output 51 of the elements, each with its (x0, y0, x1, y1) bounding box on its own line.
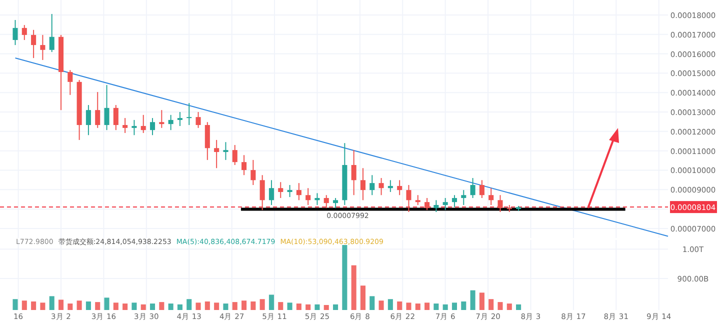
candlestick (49, 13, 54, 53)
candlestick (113, 104, 118, 131)
candlestick (186, 102, 192, 126)
candlestick (351, 150, 356, 196)
candlestick (306, 188, 311, 206)
candlestick (314, 192, 320, 206)
candlestick (434, 200, 439, 212)
candlestick (104, 84, 110, 131)
candlestick (22, 24, 27, 40)
candlestick (168, 114, 174, 131)
candlestick (452, 194, 457, 208)
candlestick (242, 154, 247, 176)
candlestick (214, 139, 220, 169)
candlestick (204, 122, 210, 160)
candlestick (360, 168, 366, 201)
candlestick (268, 180, 274, 206)
candlestick (140, 114, 146, 134)
candlestick (68, 70, 73, 96)
candlestick (461, 190, 466, 206)
candlestick (479, 180, 484, 199)
candlestick (397, 180, 402, 196)
candlestick (333, 198, 338, 209)
candlestick (498, 194, 503, 212)
candlestick (86, 104, 91, 136)
candlestick (122, 118, 128, 134)
candlestick (177, 112, 182, 126)
candlestick (442, 198, 448, 211)
candlestick (370, 174, 375, 196)
candlestick (196, 112, 201, 128)
candlestick (296, 182, 302, 201)
candlestick (31, 29, 36, 59)
candlestick (40, 34, 46, 60)
candlestick (260, 174, 265, 211)
candlestick (95, 92, 100, 128)
candlestick (378, 178, 384, 196)
candlestick (132, 119, 137, 136)
candlestick (159, 110, 164, 128)
candlestick (250, 159, 256, 186)
candlestick (488, 188, 494, 206)
candlestick (287, 184, 292, 198)
candlestick (388, 180, 393, 192)
candlestick (223, 142, 228, 160)
candlestick (12, 19, 18, 46)
candlestick (415, 194, 420, 206)
candlestick (424, 198, 430, 211)
candlestick (324, 194, 329, 209)
candlestick (406, 184, 412, 212)
candlestick (232, 144, 238, 166)
candlestick (278, 182, 284, 199)
candlestick (150, 118, 156, 136)
candlestick (470, 178, 476, 199)
